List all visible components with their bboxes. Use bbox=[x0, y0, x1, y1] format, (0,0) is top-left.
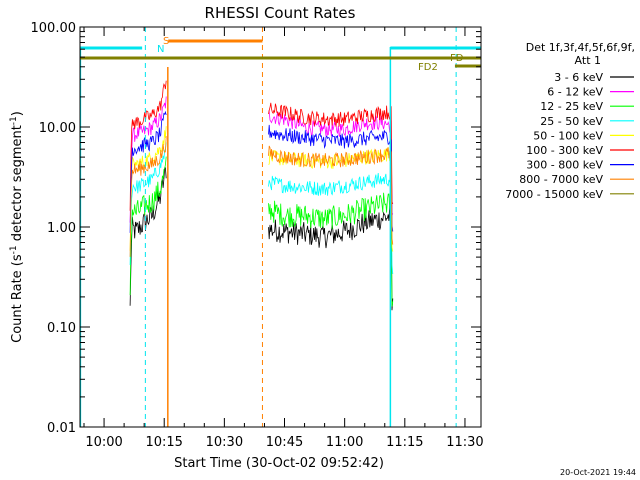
x-axis-label: Start Time (30-Oct-02 09:52:42) bbox=[174, 456, 384, 471]
legend-label: 100 - 300 keV bbox=[526, 144, 603, 157]
series-line-5 bbox=[268, 147, 394, 252]
legend-header-line1: Det 1f,3f,4f,5f,6f,9f, bbox=[526, 41, 635, 54]
y-axis-label-sup: -1 bbox=[9, 245, 19, 254]
chart-title: RHESSI Count Rates bbox=[205, 4, 356, 22]
series-line-8 bbox=[129, 136, 167, 257]
legend-label: 6 - 12 keV bbox=[547, 86, 603, 99]
x-tick-label: 11:00 bbox=[326, 435, 363, 450]
series-line-8 bbox=[268, 145, 394, 245]
y-tick-label: 1.00 bbox=[47, 221, 76, 236]
y-axis-label: Count Rate (s-1 detector segment-1) bbox=[9, 111, 25, 343]
annotation-N: N bbox=[157, 44, 164, 55]
x-tick-label: 10:45 bbox=[266, 435, 303, 450]
legend-label: 7000 - 15000 keV bbox=[505, 188, 603, 201]
y-tick-label: 0.01 bbox=[47, 421, 76, 436]
annotation-S: S bbox=[163, 36, 169, 47]
y-tick-label: 0.10 bbox=[47, 321, 76, 336]
series-line-3 bbox=[129, 156, 167, 296]
legend-label: 800 - 7000 keV bbox=[519, 173, 603, 186]
series-layer bbox=[129, 80, 394, 311]
horizontal-bars bbox=[80, 39, 481, 68]
series-line-5 bbox=[129, 126, 167, 251]
legend-label: 50 - 100 keV bbox=[533, 129, 603, 142]
y-axis-label-prefix: Count Rate (s bbox=[10, 254, 25, 343]
legend: Det 1f,3f,4f,5f,6f,9f, Att 1 3 - 6 keV 6 … bbox=[505, 41, 635, 201]
series-line-6 bbox=[129, 80, 167, 211]
vertical-markers bbox=[79, 27, 457, 427]
y-tick-label: 100.00 bbox=[31, 21, 77, 36]
annotation-FD2: FD2 bbox=[418, 62, 438, 73]
series-line-1 bbox=[129, 167, 167, 306]
x-tick-label: 10:15 bbox=[145, 435, 182, 450]
x-tick-label: 10:30 bbox=[206, 435, 243, 450]
y-axis: 100.00 10.00 1.00 0.10 0.01 bbox=[31, 21, 481, 436]
legend-label: 300 - 800 keV bbox=[526, 159, 603, 172]
series-line-7 bbox=[129, 110, 167, 233]
annotation-FD: FD bbox=[450, 53, 464, 64]
series-line-7 bbox=[268, 124, 394, 232]
x-tick-label: 11:15 bbox=[386, 435, 423, 450]
timestamp: 20-Oct-2021 19:44 bbox=[560, 468, 636, 477]
series-line-4 bbox=[129, 142, 167, 266]
plot-frame bbox=[79, 26, 482, 428]
y-axis-label-suffix: detector segment bbox=[10, 125, 25, 245]
legend-label: 3 - 6 keV bbox=[554, 71, 603, 84]
series-line-3 bbox=[268, 192, 394, 307]
series-line-1 bbox=[268, 205, 394, 311]
x-tick-label: 10:00 bbox=[85, 435, 122, 450]
x-tick-label: 11:30 bbox=[446, 435, 483, 450]
y-axis-label-sup2: -1 bbox=[9, 116, 19, 125]
y-axis-label-close: ) bbox=[10, 111, 25, 116]
x-axis: 10:00 10:15 10:30 10:45 11:00 11:15 11:30 bbox=[83, 27, 484, 450]
legend-header-line2: Att 1 bbox=[575, 54, 601, 67]
series-line-4 bbox=[268, 172, 394, 275]
series-line-6 bbox=[268, 102, 394, 205]
legend-label: 25 - 50 keV bbox=[540, 115, 603, 128]
legend-label: 12 - 25 keV bbox=[540, 100, 603, 113]
y-tick-label: 10.00 bbox=[39, 121, 76, 136]
series-line-2 bbox=[129, 96, 167, 223]
